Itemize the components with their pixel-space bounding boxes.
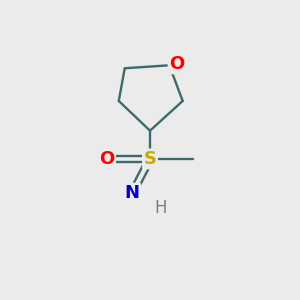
Text: S: S	[143, 150, 157, 168]
Text: O: O	[99, 150, 115, 168]
Text: H: H	[154, 199, 167, 217]
Text: N: N	[125, 184, 140, 202]
Text: O: O	[169, 55, 184, 73]
